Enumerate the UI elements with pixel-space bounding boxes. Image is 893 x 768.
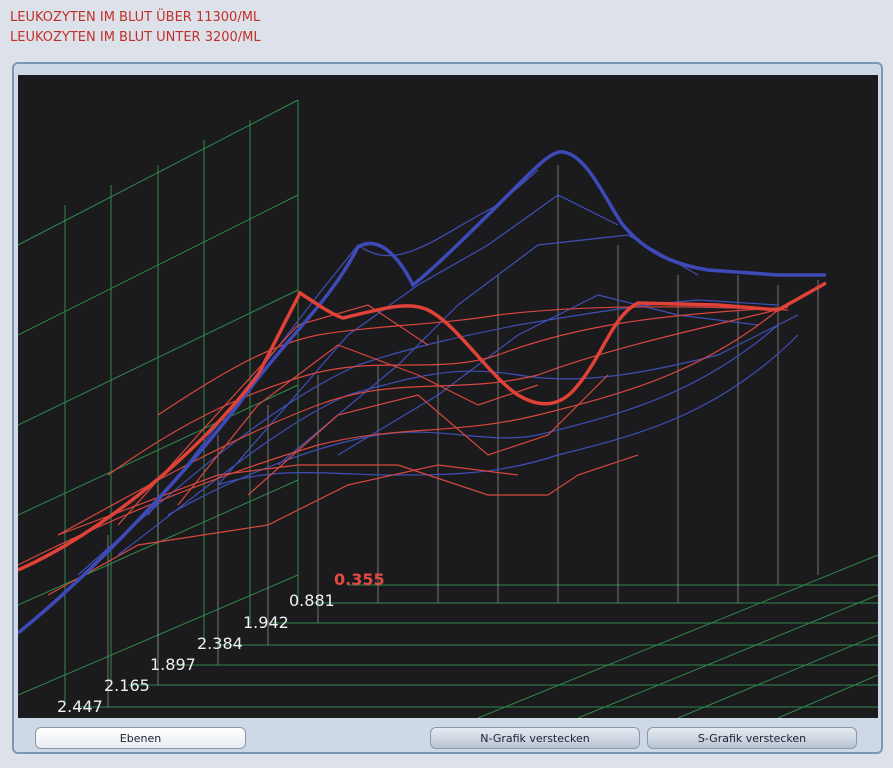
red-front-curve: [18, 281, 827, 572]
value-label: 1.942: [243, 613, 289, 632]
drop-lines: [107, 165, 819, 707]
value-label: 2.384: [197, 634, 243, 653]
red-wireframe: [18, 304, 789, 596]
value-label: 0.355: [334, 570, 385, 589]
plot: 0.355 0.881 1.942 2.384 1.897 2.165 2.44…: [18, 75, 878, 718]
grid: [18, 99, 878, 718]
value-label: 1.897: [150, 655, 196, 674]
value-label: 2.165: [104, 676, 150, 695]
value-label: 2.447: [57, 697, 103, 716]
blue-wireframe: [77, 169, 799, 576]
plot-background: [18, 75, 878, 718]
header-line: LEUKOZYTEN IM BLUT UNTER 3200/ML: [10, 30, 261, 45]
button[interactable]: N-Grafik verstecken: [430, 727, 640, 749]
blue-front-curve: [18, 150, 826, 635]
header-line: LEUKOZYTEN IM BLUT ÜBER 11300/ML: [10, 10, 261, 25]
button[interactable]: S-Grafik verstecken: [647, 727, 857, 749]
button[interactable]: Ebenen: [35, 727, 246, 749]
value-label: 0.881: [289, 591, 335, 610]
